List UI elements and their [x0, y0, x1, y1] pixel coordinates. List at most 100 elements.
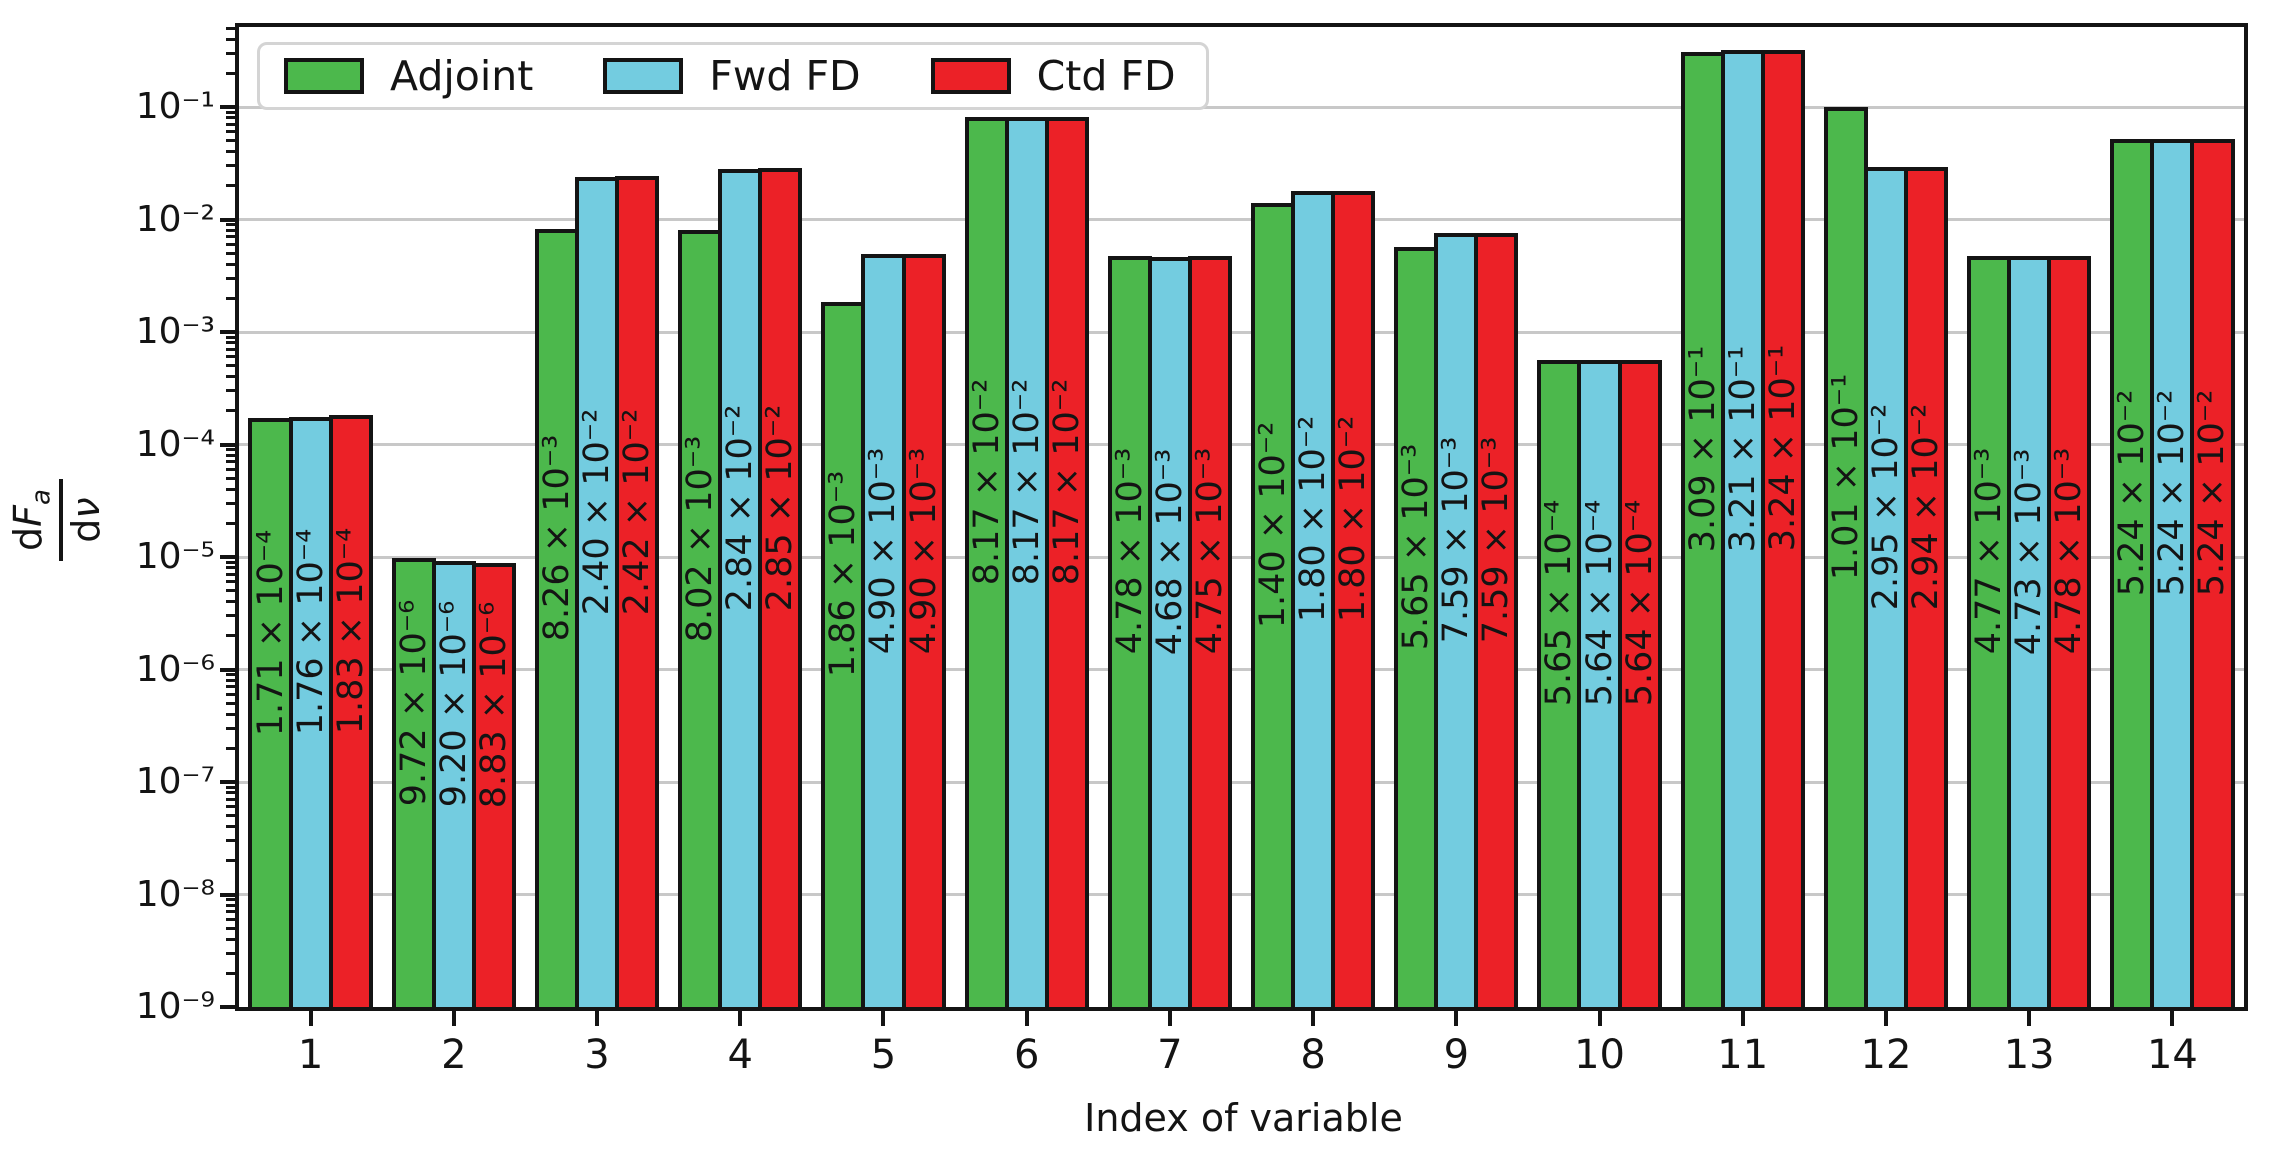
bar-value-label: 4.77 × 10⁻³ — [1969, 448, 2010, 655]
bar-value-label: 1.71 × 10⁻⁴ — [250, 529, 291, 736]
x-axis-tick — [451, 1011, 456, 1026]
y-axis-minor-tick — [226, 589, 235, 593]
y-axis-tick-label: 10⁻⁸ — [135, 873, 215, 915]
bar-ctd-fd-2 — [471, 563, 516, 1011]
x-axis-tick — [308, 1011, 313, 1026]
bar-value-label: 8.17 × 10⁻² — [1046, 378, 1087, 586]
y-axis-minor-tick — [226, 903, 235, 907]
y-axis-minor-tick — [226, 228, 235, 232]
y-axis-minor-tick — [226, 409, 235, 413]
legend-label-adjoint: Adjoint — [390, 52, 534, 100]
bar-ctd-fd-7 — [1187, 255, 1233, 1011]
bar-value-label: 4.75 × 10⁻³ — [1189, 448, 1230, 655]
y-axis-major-tick — [220, 780, 235, 784]
bar-value-label: 9.72 × 10⁻⁶ — [393, 599, 434, 806]
x-axis-tick — [881, 1011, 886, 1026]
bar-adjoint-8 — [1250, 203, 1296, 1011]
y-axis-minor-tick — [226, 164, 235, 168]
bar-value-label: 1.40 × 10⁻² — [1253, 421, 1293, 629]
y-axis-minor-tick — [226, 139, 235, 143]
y-axis-minor-tick — [226, 150, 235, 154]
bar-value-label: 5.24 × 10⁻² — [2152, 389, 2193, 597]
y-axis-minor-tick — [226, 335, 235, 339]
legend-label-fwd-fd: Fwd FD — [709, 52, 861, 100]
bar-value-label: 3.21 × 10⁻¹ — [1722, 345, 1763, 552]
y-axis-major-tick — [220, 105, 235, 109]
bar-ctd-fd-1 — [328, 414, 373, 1011]
bar-value-label: 2.95 × 10⁻² — [1865, 403, 1906, 611]
legend-label-ctd-fd: Ctd FD — [1036, 52, 1176, 100]
y-axis-minor-tick — [226, 673, 235, 677]
y-axis-minor-tick — [226, 122, 235, 126]
bar-ctd-fd-3 — [615, 176, 660, 1011]
x-axis-tick-label: 14 — [2146, 1032, 2198, 1078]
bar-value-label: 1.76 × 10⁻⁴ — [290, 528, 331, 736]
y-axis-tick-label: 10⁻⁴ — [135, 423, 215, 465]
y-axis-minor-tick — [226, 375, 235, 379]
x-axis-tick-label: 5 — [870, 1032, 897, 1078]
y-axis-minor-tick — [226, 839, 235, 843]
y-axis-minor-tick — [226, 917, 235, 921]
bar-value-label: 5.65 × 10⁻³ — [1396, 443, 1437, 651]
bar-value-label: 8.02 × 10⁻³ — [680, 435, 721, 642]
bar-value-label: 1.80 × 10⁻² — [1293, 415, 1334, 623]
legend-item-ctd-fd: Ctd FD — [930, 52, 1176, 100]
bar-value-label: 5.64 × 10⁻⁴ — [1579, 500, 1620, 707]
bar-value-label: 7.59 × 10⁻³ — [1436, 436, 1477, 644]
y-axis-minor-tick — [226, 487, 235, 491]
bar-value-label: 4.90 × 10⁻³ — [863, 447, 904, 654]
bar-ctd-fd-8 — [1331, 190, 1376, 1011]
y-axis-minor-tick — [226, 701, 235, 705]
y-axis-minor-tick — [226, 791, 235, 795]
x-axis-tick — [1024, 1011, 1029, 1026]
bar-fwd-fd-5 — [861, 254, 906, 1011]
y-axis-minor-tick — [226, 110, 235, 114]
x-axis-tick-label: 10 — [1574, 1032, 1625, 1078]
gridline — [239, 330, 2244, 334]
y-axis-minor-tick — [226, 580, 235, 584]
y-axis-major-tick — [220, 330, 235, 334]
x-axis-tick — [1167, 1011, 1172, 1026]
bar-ctd-fd-10 — [1617, 359, 1662, 1011]
adjoint-swatch-icon — [284, 58, 364, 94]
bar-value-label: 2.42 × 10⁻² — [617, 408, 658, 615]
y-axis-minor-tick — [226, 37, 235, 41]
y-axis-minor-tick — [226, 130, 235, 134]
y-axis-minor-tick — [226, 521, 235, 525]
bar-value-label: 5.24 × 10⁻² — [2112, 389, 2153, 597]
y-axis-minor-tick — [226, 235, 235, 239]
y-axis-minor-tick — [226, 910, 235, 914]
bar-ctd-fd-14 — [2190, 138, 2235, 1011]
x-axis-tick-label: 7 — [1157, 1032, 1183, 1078]
y-axis-major-tick — [220, 1005, 235, 1009]
bar-value-label: 1.86 × 10⁻³ — [823, 471, 864, 678]
y-axis-minor-tick — [226, 859, 235, 863]
x-axis-tick — [595, 1011, 600, 1026]
x-axis-tick-label: 4 — [727, 1032, 753, 1078]
bar-value-label: 4.78 × 10⁻³ — [2049, 448, 2090, 655]
y-axis-minor-tick — [226, 785, 235, 789]
bar-ctd-fd-13 — [2047, 255, 2092, 1011]
x-axis-tick — [1740, 1011, 1745, 1026]
gridline — [239, 555, 2244, 559]
y-axis-minor-tick — [226, 276, 235, 280]
bar-adjoint-2 — [391, 558, 436, 1011]
y-axis-minor-tick — [226, 634, 235, 638]
bar-ctd-fd-12 — [1904, 166, 1949, 1011]
bar-value-label: 5.64 × 10⁻⁴ — [1619, 500, 1660, 707]
bar-value-label: 1.80 × 10⁻² — [1333, 415, 1374, 623]
x-axis-tick-label: 12 — [1860, 1032, 1912, 1078]
y-axis-minor-tick — [226, 251, 235, 255]
bar-value-label: 2.94 × 10⁻² — [1906, 403, 1947, 611]
x-axis-tick-label: 6 — [1013, 1032, 1040, 1078]
bar-value-label: 4.73 × 10⁻³ — [2009, 448, 2050, 655]
gridline — [239, 668, 2244, 671]
bar-value-label: 2.40 × 10⁻² — [577, 408, 618, 616]
y-axis-minor-tick — [226, 951, 235, 955]
bar-ctd-fd-9 — [1474, 232, 1519, 1011]
x-axis-tick-label: 1 — [297, 1032, 324, 1078]
bar-value-label: 1.01 × 10⁻¹ — [1825, 373, 1866, 581]
bar-ctd-fd-6 — [1044, 116, 1089, 1011]
x-axis-tick-label: 13 — [2003, 1032, 2055, 1078]
